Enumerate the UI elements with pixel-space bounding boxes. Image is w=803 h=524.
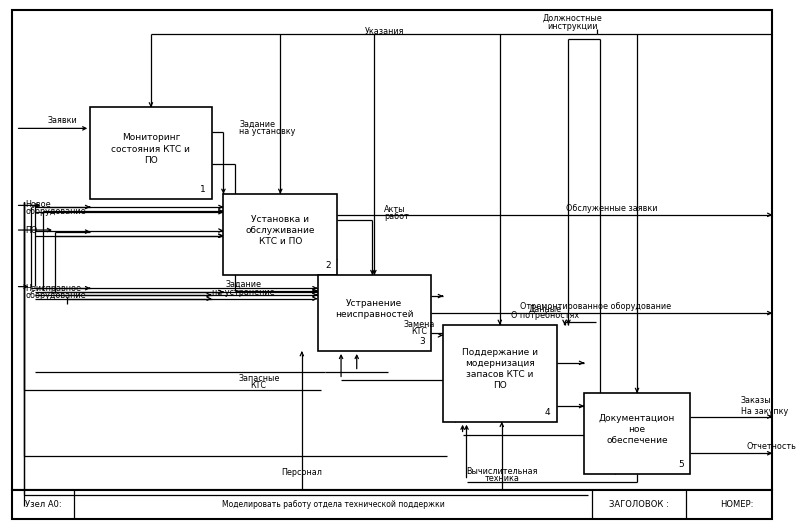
Text: Отремонтированное оборудование: Отремонтированное оборудование	[520, 302, 671, 311]
Text: на устранение: на устранение	[211, 288, 274, 297]
Text: Персонал: Персонал	[281, 468, 322, 477]
Text: Устранение
неисправностей: Устранение неисправностей	[335, 299, 413, 319]
Text: Установка и
обслуживание
КТС и ПО: Установка и обслуживание КТС и ПО	[245, 215, 315, 246]
Text: Мониторинг
состояния КТС и
ПО: Мониторинг состояния КТС и ПО	[112, 134, 190, 165]
Text: Заказы
На закупку: Заказы На закупку	[740, 396, 787, 416]
Text: Обслуженные заявки: Обслуженные заявки	[565, 204, 657, 213]
Text: инструкции: инструкции	[546, 21, 597, 31]
Text: техника: техника	[483, 474, 519, 483]
Text: Задание: Задание	[225, 280, 261, 289]
Bar	[583, 393, 689, 474]
Text: Отчетность: Отчетность	[745, 442, 795, 452]
Text: Задание: Задание	[238, 120, 275, 129]
Bar	[442, 325, 556, 422]
Text: Указания: Указания	[364, 27, 403, 36]
Text: оборудование: оборудование	[25, 206, 86, 216]
Text: Вычислительная: Вычислительная	[466, 466, 537, 476]
Text: Запасные: Запасные	[238, 374, 279, 383]
Text: Неисправное: Неисправное	[25, 283, 81, 293]
Text: Заявки: Заявки	[47, 116, 77, 125]
Text: Замена: Замена	[403, 320, 434, 330]
Text: ЗАГОЛОВОК :: ЗАГОЛОВОК :	[609, 500, 668, 509]
Text: Узел А0:: Узел А0:	[25, 500, 61, 509]
Text: Поддержание и
модернизация
запасов КТС и
ПО: Поддержание и модернизация запасов КТС и…	[461, 348, 537, 390]
Bar	[317, 275, 430, 351]
Text: ПО: ПО	[25, 226, 37, 235]
Text: 1: 1	[199, 185, 205, 194]
Text: Данные: Данные	[528, 304, 560, 314]
Text: оборудование: оборудование	[25, 290, 86, 300]
Text: 4: 4	[544, 408, 550, 417]
Text: О потребностях: О потребностях	[510, 311, 578, 321]
Text: Документацион
ное
обеспечение: Документацион ное обеспечение	[598, 414, 675, 445]
Text: Новое: Новое	[25, 200, 51, 209]
Bar	[90, 107, 211, 199]
Text: на установку: на установку	[238, 127, 296, 136]
Bar	[223, 194, 336, 275]
Text: Акты: Акты	[384, 205, 406, 214]
Text: КТС: КТС	[411, 327, 427, 336]
Bar	[12, 490, 772, 519]
Text: Должностные: Должностные	[542, 14, 601, 23]
Text: КТС: КТС	[251, 380, 267, 390]
Text: 5: 5	[677, 460, 683, 469]
Text: 2: 2	[325, 261, 331, 270]
Text: работ: работ	[384, 212, 409, 221]
Text: НОМЕР:: НОМЕР:	[719, 500, 752, 509]
Text: Моделировать работу отдела технической поддержки: Моделировать работу отдела технической п…	[222, 500, 444, 509]
Text: 3: 3	[418, 337, 425, 346]
